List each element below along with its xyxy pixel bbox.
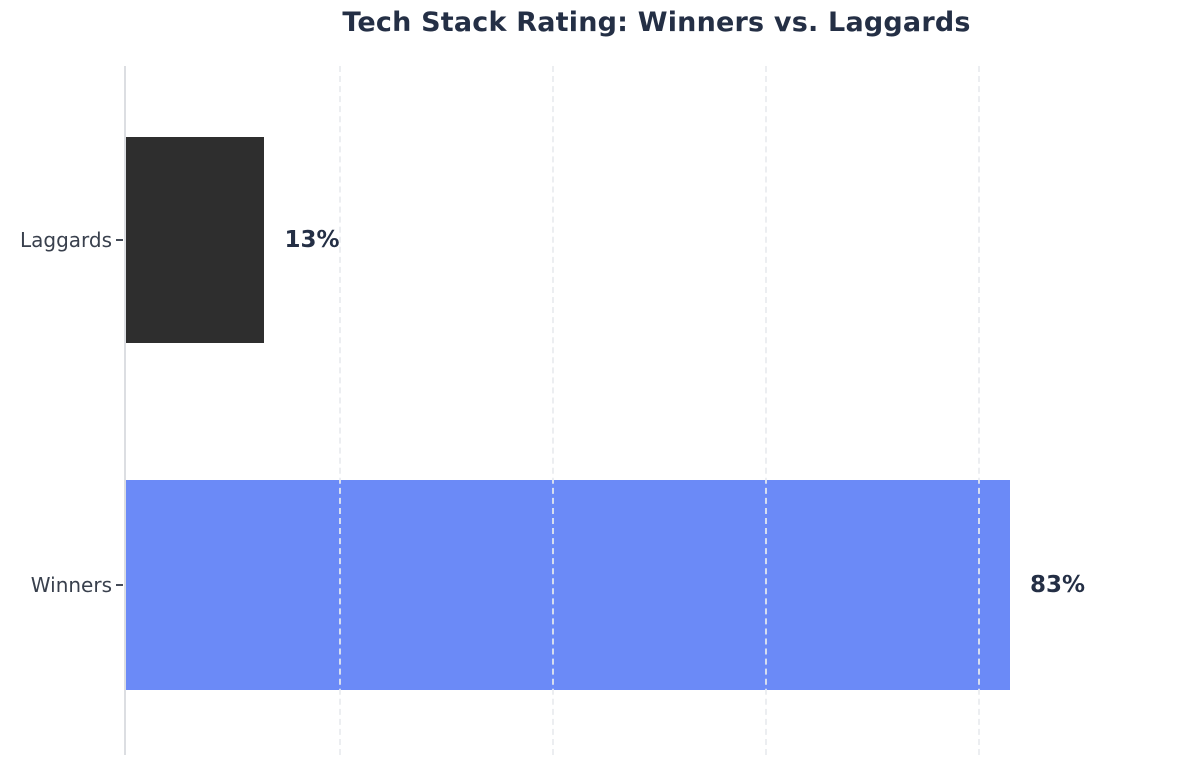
y-tick-mark-winners — [116, 584, 123, 586]
y-axis-label-winners: Winners — [30, 573, 112, 597]
value-label-laggards: 13% — [284, 227, 340, 253]
bar-winners — [126, 480, 1010, 690]
y-tick-mark-laggards — [116, 239, 123, 241]
y-axis-label-laggards: Laggards — [19, 228, 112, 252]
bar-row-winners: 83% — [126, 480, 1191, 690]
chart-title: Tech Stack Rating: Winners vs. Laggards — [342, 7, 971, 38]
bar-laggards — [126, 137, 265, 343]
value-label-winners: 83% — [1029, 572, 1085, 598]
plot-area: 13% 83% — [124, 66, 1191, 755]
bar-row-laggards: 13% — [126, 137, 1191, 343]
